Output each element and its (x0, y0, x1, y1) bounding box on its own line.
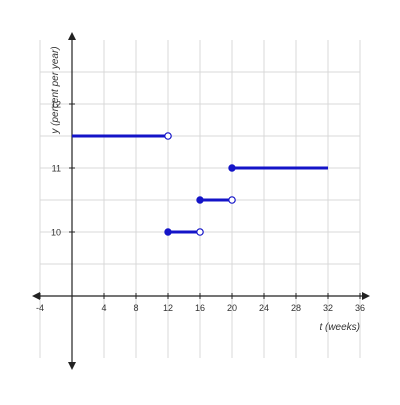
x-tick-label: 36 (355, 303, 365, 313)
y-tick-label: 11 (52, 164, 61, 174)
x-axis-arrow-left (32, 292, 40, 300)
x-axis-title: t (weeks) (319, 322, 360, 333)
open-endpoint (196, 228, 204, 236)
x-tick-label: 4 (101, 303, 106, 313)
y-axis-arrow-down (68, 362, 76, 370)
x-tick-label: 20 (227, 303, 237, 313)
x-tick-label: 24 (259, 303, 269, 313)
x-tick-label: 12 (163, 303, 173, 313)
closed-endpoint (228, 164, 236, 172)
closed-endpoint (164, 228, 172, 236)
x-axis-arrow-right (362, 292, 370, 300)
series (72, 132, 328, 236)
y-tick-label: 12 (51, 100, 61, 110)
closed-endpoint (196, 196, 204, 204)
y-axis-title: y (percent per year) (50, 46, 61, 134)
x-tick-label: -4 (36, 303, 44, 313)
x-tick-label: 32 (323, 303, 333, 313)
y-axis-arrow-up (68, 32, 76, 40)
x-tick-label: 28 (291, 303, 301, 313)
tick-labels: -4 4 8 12 16 20 24 28 32 36 10 11 12 (36, 100, 365, 314)
y-tick-label: 10 (51, 228, 61, 238)
x-tick-label: 8 (133, 303, 138, 313)
open-endpoint (228, 196, 236, 204)
open-endpoint (164, 132, 172, 140)
axes (32, 32, 370, 370)
x-tick-label: 16 (195, 303, 205, 313)
